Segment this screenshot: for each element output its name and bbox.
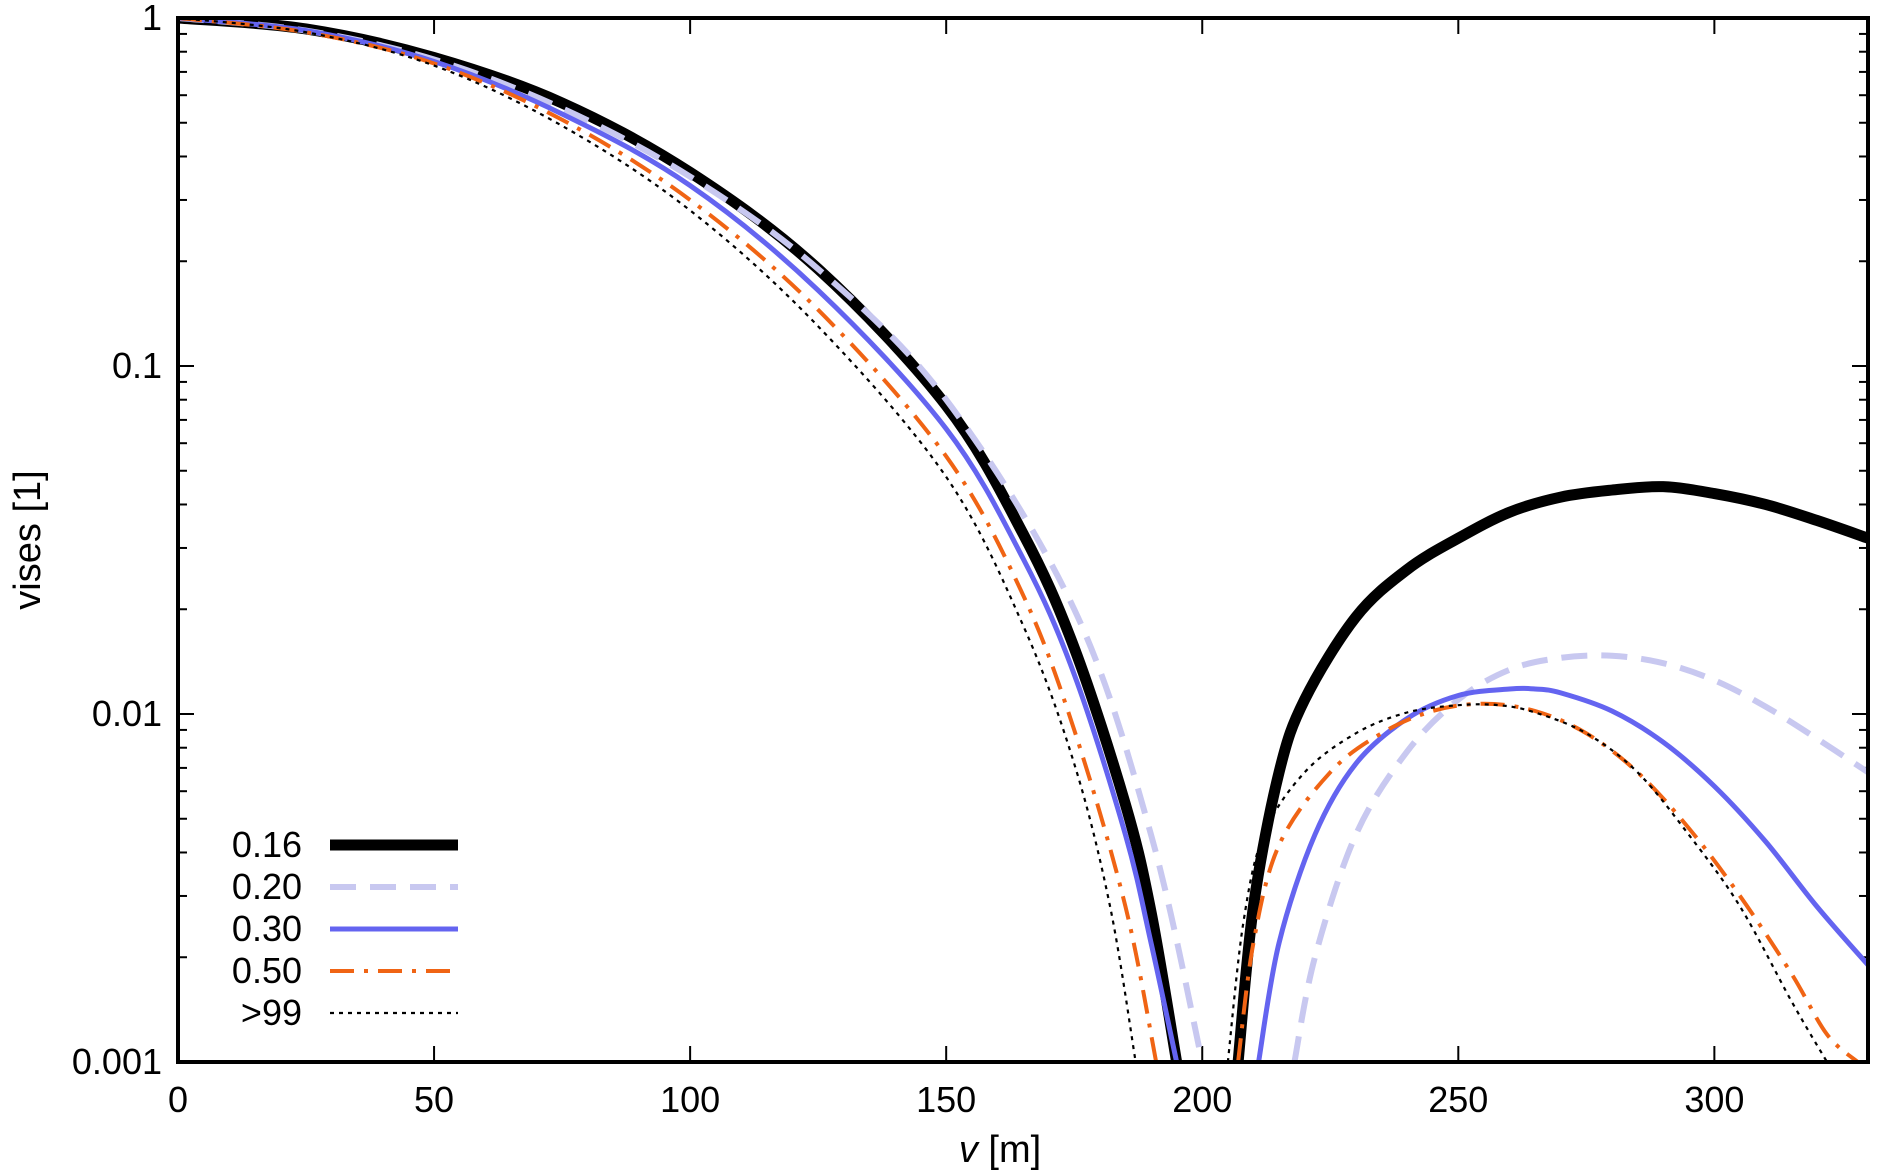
legend-label: 0.50 bbox=[232, 950, 302, 991]
series-line-3-seg-1 bbox=[1236, 701, 1860, 1062]
x-tick-label: 200 bbox=[1172, 1079, 1232, 1120]
x-axis-unit: [m] bbox=[978, 1129, 1041, 1171]
legend-label: 0.30 bbox=[232, 908, 302, 949]
series-line-1-seg-1 bbox=[1291, 652, 1868, 1062]
x-axis-title: v [m] bbox=[959, 1129, 1041, 1171]
x-tick-label: 250 bbox=[1428, 1079, 1488, 1120]
legend-label: 0.16 bbox=[232, 824, 302, 865]
x-tick-label: 50 bbox=[414, 1079, 454, 1120]
x-tick-label: 150 bbox=[916, 1079, 976, 1120]
series-line-2-seg-1 bbox=[1256, 685, 1868, 1062]
x-tick-label: 300 bbox=[1684, 1079, 1744, 1120]
series-line-4-seg-1 bbox=[1226, 703, 1828, 1062]
plot-frame bbox=[176, 16, 1870, 1064]
series-line-4-seg-0 bbox=[178, 18, 1137, 1062]
y-tick-label: 0.01 bbox=[92, 693, 162, 734]
y-tick-labels: 1 0.1 0.01 0.001 bbox=[72, 0, 162, 1082]
x-tick-labels: 0 50 100 150 200 250 300 bbox=[168, 1079, 1744, 1120]
y-tick-label: 0.1 bbox=[112, 345, 162, 386]
legend: 0.160.200.300.50>99 bbox=[232, 824, 458, 1033]
series-line-0-seg-1 bbox=[1232, 481, 1868, 1062]
legend-label: >99 bbox=[241, 992, 302, 1033]
minor-ticks bbox=[178, 32, 1868, 959]
x-tick-label: 100 bbox=[660, 1079, 720, 1120]
series-layer bbox=[178, 18, 1868, 1062]
x-axis-variable: v bbox=[959, 1129, 980, 1171]
y-tick-label: 1 bbox=[142, 0, 162, 38]
series-line-3-seg-0 bbox=[178, 18, 1159, 1062]
y-axis-title: vises [1] bbox=[7, 470, 49, 609]
series-line-1-seg-0 bbox=[178, 18, 1206, 1062]
y-tick-label: 0.001 bbox=[72, 1041, 162, 1082]
legend-label: 0.20 bbox=[232, 866, 302, 907]
x-tick-label: 0 bbox=[168, 1079, 188, 1120]
